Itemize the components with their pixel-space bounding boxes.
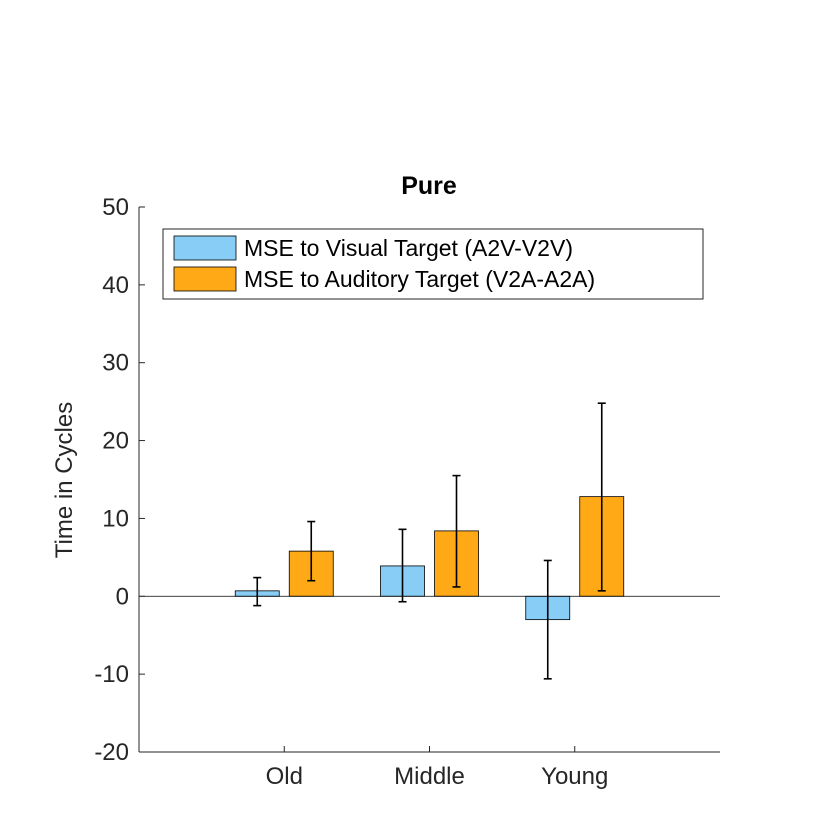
x-tick-label: Old bbox=[266, 763, 303, 790]
bars-layer bbox=[234, 402, 625, 680]
y-tick-label: -10 bbox=[94, 661, 129, 688]
legend-label-1: MSE to Visual Target (A2V-V2V) bbox=[244, 235, 573, 261]
legend: MSE to Visual Target (A2V-V2V) MSE to Aud… bbox=[162, 228, 704, 300]
y-tick-label: 50 bbox=[102, 194, 129, 221]
y-axis-label: Time in Cycles bbox=[51, 402, 78, 558]
y-tick-label: 40 bbox=[102, 272, 129, 299]
y-tick-label: -20 bbox=[94, 739, 129, 766]
y-tick-label: 10 bbox=[102, 505, 129, 532]
legend-label-2: MSE to Auditory Target (V2A-A2A) bbox=[244, 266, 595, 292]
chart-title: Pure bbox=[401, 172, 457, 200]
legend-swatch-1 bbox=[173, 235, 237, 261]
legend-swatch-2 bbox=[173, 266, 237, 292]
y-tick-label: 20 bbox=[102, 428, 129, 455]
y-tick-label: 30 bbox=[102, 350, 129, 377]
axes-layer: -20 -10 0 10 20 30 40 50 Old Middle Young bbox=[94, 194, 720, 790]
legend-box bbox=[162, 228, 704, 300]
x-tick-label: Middle bbox=[394, 763, 465, 790]
x-tick-label: Young bbox=[541, 763, 608, 790]
y-tick-label: 0 bbox=[116, 583, 129, 610]
